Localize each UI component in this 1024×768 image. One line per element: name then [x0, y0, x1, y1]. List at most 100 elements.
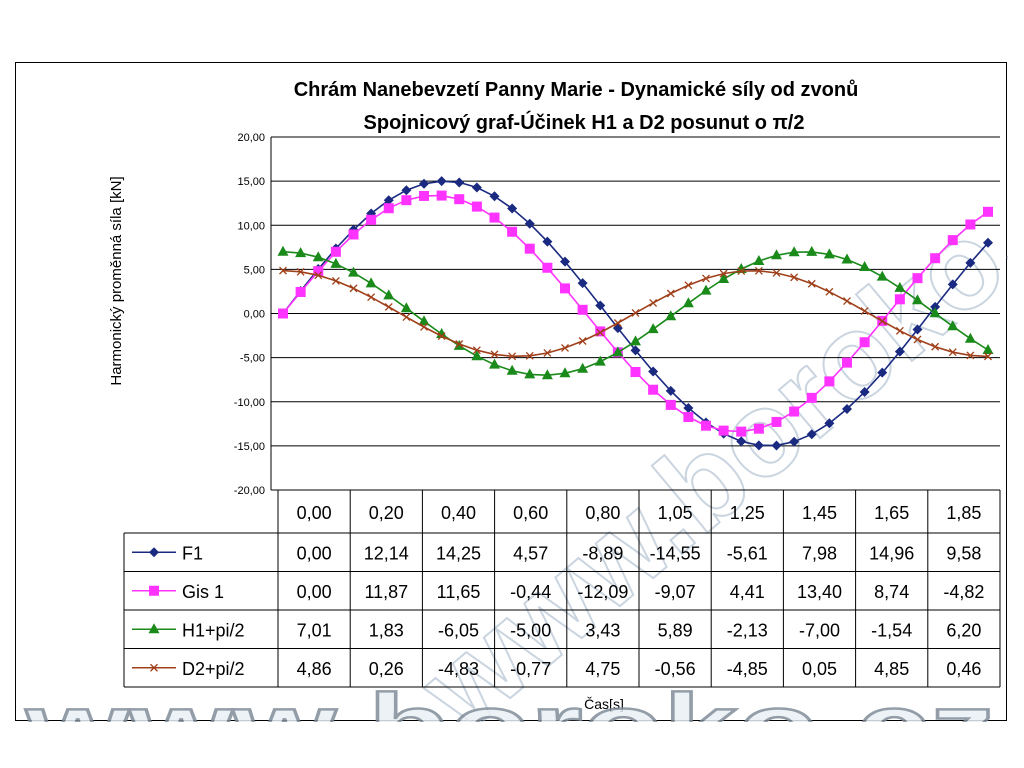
data-point: [771, 416, 782, 427]
x-tick-label: 1,05: [658, 503, 693, 523]
table-cell: 3,43: [585, 620, 620, 640]
data-point: [788, 246, 800, 257]
data-point: [964, 332, 976, 343]
chart-title: Chrám Nanebevzetí Panny Marie - Dynamick…: [294, 79, 859, 101]
data-point: [279, 266, 287, 275]
x-tick-label: 1,45: [802, 503, 837, 523]
table-cell: -5,00: [510, 620, 551, 640]
data-point: [542, 236, 553, 247]
table-cell: -2,13: [727, 620, 768, 640]
data-point: [984, 352, 992, 361]
x-tick-label: 1,25: [730, 503, 765, 523]
x-tick-label: 0,80: [585, 503, 620, 523]
data-point: [508, 352, 517, 361]
data-point: [665, 310, 677, 321]
table-cell: -4,82: [943, 582, 984, 602]
data-point: [577, 362, 589, 373]
data-point: [790, 273, 799, 282]
data-point: [982, 344, 994, 355]
data-point: [895, 326, 904, 335]
y-tick-label: -15,00: [234, 441, 265, 453]
table-cell: -0,44: [510, 582, 551, 602]
data-point: [613, 319, 622, 327]
data-point: [348, 229, 359, 240]
data-point: [859, 260, 871, 271]
data-point: [436, 190, 447, 201]
data-point: [859, 386, 870, 397]
data-point: [842, 357, 852, 368]
data-point: [737, 267, 746, 275]
data-point: [966, 351, 975, 360]
data-point: [683, 403, 694, 414]
data-point: [454, 194, 465, 205]
data-point: [331, 276, 340, 285]
data-point: [402, 313, 411, 322]
y-tick-labels: 20,00 15,00 10,00 5,00 0,00 -5,00 -10,00 -15,00…: [234, 132, 265, 497]
data-point: [542, 262, 553, 273]
data-point: [912, 294, 923, 305]
data-point: [367, 293, 376, 302]
watermark-bottom: www.boroko.cz: [25, 676, 996, 722]
data-point: [524, 368, 536, 379]
data-point: [894, 294, 905, 305]
data-point: [437, 332, 446, 341]
data-point: [648, 384, 659, 395]
y-tick-label: 0,00: [244, 309, 265, 321]
data-point: [718, 273, 730, 284]
data-point: [806, 392, 817, 403]
data-point: [718, 425, 729, 436]
data-point: [913, 335, 922, 344]
legend-key: [132, 585, 176, 596]
table-cell: 9,58: [946, 543, 981, 563]
x-tick-label: 1,85: [946, 503, 981, 523]
table-cell: -7,00: [799, 620, 840, 640]
data-point: [771, 440, 782, 451]
data-point: [489, 191, 500, 202]
legend-marker: [150, 663, 158, 672]
data-point: [560, 283, 570, 294]
table-cell: 4,41: [730, 582, 765, 602]
data-point: [806, 429, 817, 440]
data-point: [824, 418, 835, 429]
data-point: [719, 269, 728, 278]
data-point: [877, 367, 888, 378]
data-point: [630, 345, 641, 356]
data-point: [983, 237, 993, 248]
data-point: [683, 412, 694, 423]
data-point: [929, 307, 941, 318]
table-cell: -9,07: [655, 582, 696, 602]
data-point: [419, 190, 429, 201]
y-axis-label: Harmonický proměnná síla [kN]: [108, 176, 125, 385]
data-point: [313, 266, 324, 277]
data-point: [912, 324, 923, 335]
data-point: [700, 284, 712, 295]
data-point: [401, 185, 412, 196]
data-point: [383, 195, 394, 206]
data-point: [649, 298, 658, 307]
data-point: [383, 203, 394, 214]
data-point: [312, 251, 324, 262]
data-point: [489, 358, 500, 369]
chart-subtitle: Spojnicový graf-Účinek H1 a D2 posunut o…: [364, 110, 805, 134]
data-point: [736, 436, 747, 447]
data-point: [666, 289, 675, 298]
data-point: [825, 287, 834, 296]
data-point: [296, 267, 305, 276]
legend-label: D2+pi/2: [182, 659, 245, 679]
table-cell: 11,87: [364, 582, 408, 602]
table-cell: 11,65: [437, 582, 481, 602]
table-cell: -0,56: [655, 659, 696, 679]
data-point: [401, 195, 412, 206]
data-point: [772, 268, 781, 277]
table-cell: 5,89: [658, 620, 693, 640]
data-point: [383, 289, 395, 300]
legend-label: F1: [182, 543, 203, 563]
table-cell: 6,20: [946, 620, 981, 640]
data-point: [631, 308, 640, 317]
series-lines: [277, 176, 994, 451]
data-point: [648, 366, 659, 377]
data-point: [471, 201, 482, 212]
table-cell: -4,85: [727, 659, 768, 679]
table-cell: 0,00: [297, 543, 332, 563]
line-chart: www.boroko.cz Chrám Nanebevzetí Panny Ma…: [23, 79, 1008, 722]
